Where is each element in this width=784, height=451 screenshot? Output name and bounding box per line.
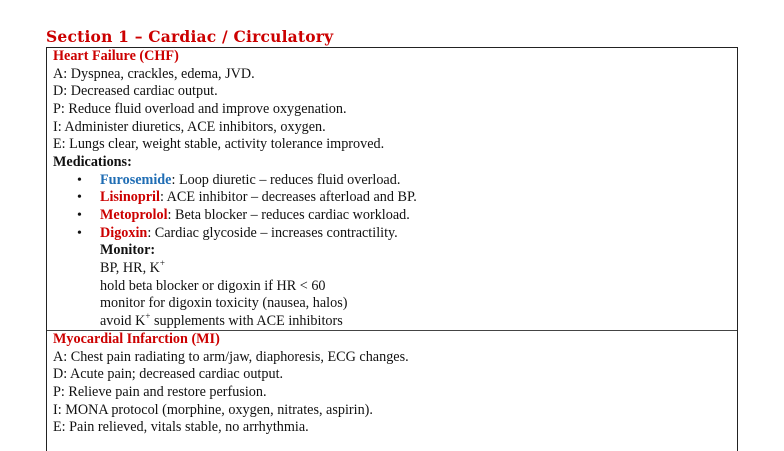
- monitor-label: Monitor:: [100, 242, 156, 259]
- monitor-line: BP, HR, K+: [53, 257, 737, 278]
- medication-list: Furosemide: Loop diuretic – reduces flui…: [53, 172, 737, 243]
- mi-evaluation: E: Pain relieved, vitals stable, no arrh…: [53, 419, 309, 436]
- monitor-line: monitor for digoxin toxicity (nausea, ha…: [100, 295, 348, 312]
- drug-name: Metoprolol: [100, 206, 168, 223]
- chf-evaluation: E: Lungs clear, weight stable, activity …: [53, 136, 385, 153]
- medication-item: Metoprolol: Beta blocker – reduces cardi…: [53, 207, 737, 225]
- mi-planning: P: Relieve pain and restore perfusion.: [53, 383, 267, 400]
- monitor-line: hold beta blocker or digoxin if HR < 60: [100, 277, 326, 294]
- monitor-text: supplements with ACE inhibitors: [150, 312, 343, 329]
- chf-diagnosis: D: Decreased cardiac output.: [53, 83, 218, 100]
- section-title: Section 1 – Cardiac / Circulatory: [46, 27, 334, 46]
- medication-item: Digoxin: Cardiac glycoside – increases c…: [53, 225, 737, 243]
- chf-heading: Heart Failure (CHF): [53, 48, 179, 64]
- drug-name: Digoxin: [100, 224, 148, 241]
- mi-assessment: A: Chest pain radiating to arm/jaw, diap…: [53, 348, 409, 365]
- drug-desc: : ACE inhibitor – decreases afterload an…: [159, 189, 417, 206]
- mi-heading: Myocardial Infarction (MI): [53, 331, 220, 347]
- drug-desc: : Beta blocker – reduces cardiac workloa…: [167, 206, 410, 223]
- chf-planning: P: Reduce fluid overload and improve oxy…: [53, 100, 347, 117]
- medication-item: Furosemide: Loop diuretic – reduces flui…: [53, 172, 737, 190]
- chf-assessment: A: Dyspnea, crackles, edema, JVD.: [53, 65, 255, 82]
- monitor-text: avoid K: [100, 312, 146, 329]
- drug-desc: : Loop diuretic – reduces fluid overload…: [171, 171, 401, 188]
- care-plan-table: Heart Failure (CHF) A: Dyspnea, crackles…: [46, 47, 738, 451]
- drug-name: Furosemide: [100, 171, 172, 188]
- medication-item: Lisinopril: ACE inhibitor – decreases af…: [53, 189, 737, 207]
- superscript-plus: +: [145, 310, 151, 321]
- monitor-text: BP, HR, K: [100, 259, 160, 276]
- drug-desc: : Cardiac glycoside – increases contract…: [147, 224, 398, 241]
- mi-row: Myocardial Infarction (MI) A: Chest pain…: [47, 330, 737, 451]
- superscript-plus: +: [159, 257, 165, 268]
- mi-intervention: I: MONA protocol (morphine, oxygen, nitr…: [53, 401, 373, 418]
- drug-name: Lisinopril: [100, 189, 160, 206]
- chf-intervention: I: Administer diuretics, ACE inhibitors,…: [53, 118, 326, 135]
- chf-row: Heart Failure (CHF) A: Dyspnea, crackles…: [47, 48, 737, 330]
- monitor-line: avoid K+ supplements with ACE inhibitors: [53, 310, 737, 331]
- mi-diagnosis: D: Acute pain; decreased cardiac output.: [53, 366, 284, 383]
- medications-label: Medications:: [53, 153, 132, 170]
